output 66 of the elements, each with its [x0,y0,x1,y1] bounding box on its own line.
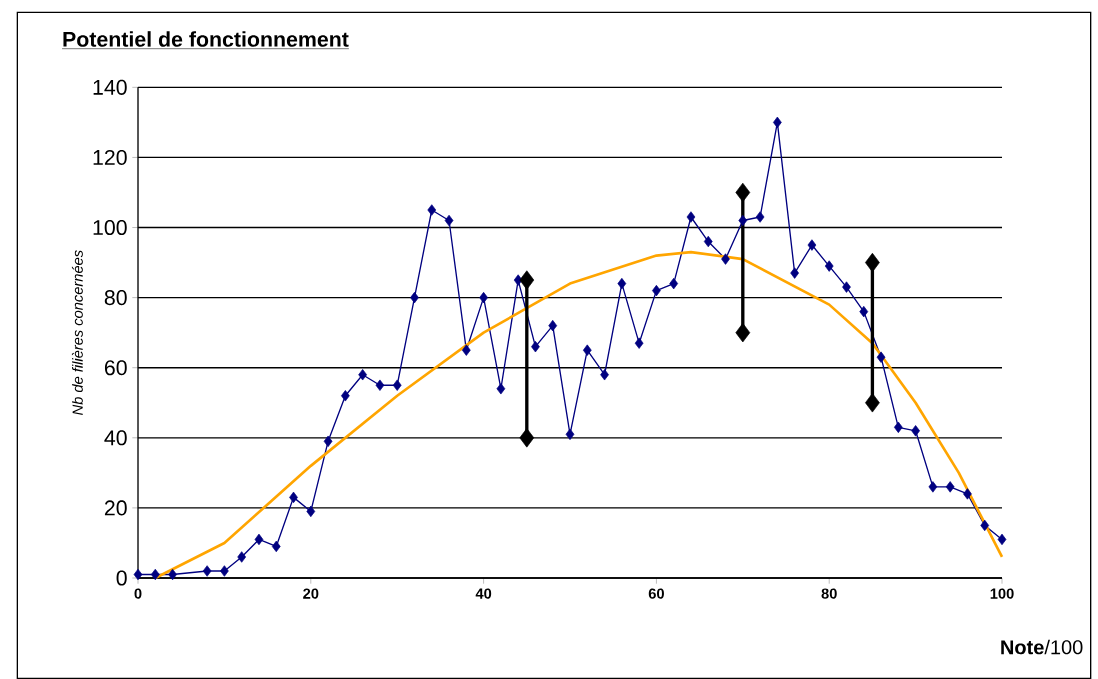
point [911,425,920,437]
y-tick-label: 40 [104,430,127,446]
point [427,204,437,216]
y-tick-label: 60 [104,360,127,376]
point [997,533,1007,546]
point [461,344,471,356]
point [686,211,696,223]
x-tick-label: 20 [303,588,319,599]
point [341,390,350,402]
point [703,235,713,248]
point [271,540,281,553]
point [565,428,575,440]
point [496,383,506,395]
y-tick-label: 140 [93,79,127,95]
point [531,341,540,353]
point [824,260,834,272]
x-tick-label: 0 [134,588,142,599]
y-tick-label: 120 [93,149,127,165]
y-tick-label: 20 [104,500,127,516]
point [519,270,535,290]
point [323,435,333,447]
point [735,182,751,203]
point [928,481,938,493]
point [963,488,972,500]
point [600,369,609,381]
point [358,369,367,381]
point [865,252,880,273]
point [150,568,160,581]
point [548,319,558,332]
point [790,267,799,279]
point [859,305,869,318]
point [237,551,247,563]
x-tick-label: 100 [990,588,1014,599]
point [519,428,535,448]
x-tick-label: 60 [648,588,664,599]
point [306,505,316,518]
point [375,379,385,391]
point [202,565,212,577]
point [735,322,751,343]
point [738,214,748,227]
chart-title: Potentiel de fonctionnement [63,31,349,47]
point [807,239,817,251]
point [980,519,990,532]
point [945,481,955,493]
point [220,565,229,577]
point [133,568,143,581]
y-tick-label: 80 [104,290,127,306]
point [582,344,592,356]
x-axis-title: Note/100 [1001,639,1083,655]
point [392,379,402,391]
point [617,277,627,290]
point [444,214,454,227]
point [876,351,886,363]
y-tick-label: 100 [93,219,127,236]
point [254,533,264,546]
point [634,337,644,349]
point [893,421,903,433]
x-tick-label: 80 [821,588,837,599]
x-tick-label: 40 [475,588,492,599]
point [669,277,679,290]
point [721,253,730,265]
y-tick-label: 0 [116,570,127,586]
point [755,211,765,223]
point [865,393,880,413]
y-axis-title: Nb de filières concernées [71,250,83,415]
point [842,281,851,293]
